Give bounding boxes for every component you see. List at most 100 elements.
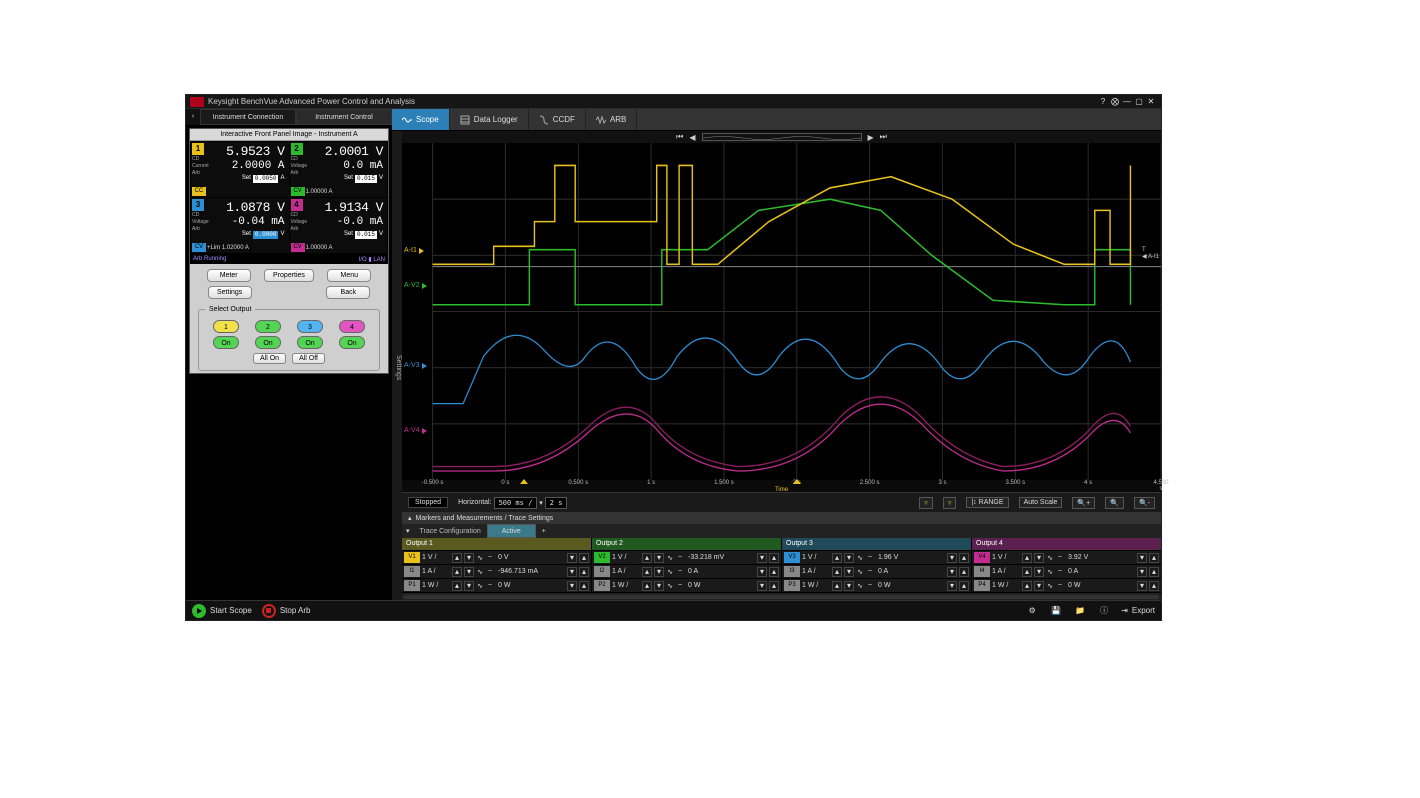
- trace-tag[interactable]: P4: [974, 580, 990, 591]
- horizontal-scale[interactable]: 500 ms /: [494, 497, 538, 509]
- scale-up[interactable]: ▴: [832, 553, 842, 563]
- output-on-1[interactable]: On: [213, 336, 239, 349]
- trace-tag[interactable]: P2: [594, 580, 610, 591]
- select-output-1[interactable]: 1: [213, 320, 239, 333]
- select-output-3[interactable]: 3: [297, 320, 323, 333]
- offset-up[interactable]: ▴: [959, 581, 969, 591]
- scale-up[interactable]: ▴: [1022, 581, 1032, 591]
- offset-up[interactable]: ▴: [959, 567, 969, 577]
- scale-down[interactable]: ▾: [464, 581, 474, 591]
- scale-up[interactable]: ▴: [452, 581, 462, 591]
- gear-icon[interactable]: ⚙: [1025, 606, 1039, 615]
- offset-dropdown[interactable]: ▾: [1137, 581, 1147, 591]
- menu-button[interactable]: Menu: [327, 269, 371, 282]
- output-on-2[interactable]: On: [255, 336, 281, 349]
- scale-down[interactable]: ▾: [464, 567, 474, 577]
- mode-tab-scope[interactable]: Scope: [392, 109, 450, 130]
- offset-up[interactable]: ▴: [769, 581, 779, 591]
- add-trace-tab[interactable]: +: [536, 528, 552, 535]
- maximize-button[interactable]: ▢: [1133, 97, 1145, 106]
- lcd-channel-4[interactable]: 4 CD Voltage Arb 1.9134 V -0.0 mA Set 0.…: [290, 198, 388, 253]
- range-button[interactable]: |↕RANGE: [966, 497, 1008, 508]
- zoom-in-button[interactable]: 🔍+: [1072, 497, 1095, 509]
- scale-up[interactable]: ▴: [1022, 553, 1032, 563]
- trace-tag[interactable]: P1: [404, 580, 420, 591]
- settings-window-button[interactable]: ⨂: [1109, 97, 1121, 106]
- time-marker[interactable]: [520, 479, 528, 484]
- scale-up[interactable]: ▴: [642, 567, 652, 577]
- back-button[interactable]: Back: [326, 286, 370, 299]
- lcd-channel-2[interactable]: 2 CD Voltage Arb 2.0001 V 0.0 mA Set 0.0…: [290, 142, 388, 197]
- trace-tag[interactable]: V3: [784, 552, 800, 563]
- close-button[interactable]: ✕: [1145, 97, 1157, 106]
- all-off-button[interactable]: All Off: [292, 353, 325, 364]
- channel-set-input[interactable]: 0.0000: [253, 231, 279, 239]
- trace-tab-active[interactable]: Active: [487, 524, 536, 538]
- offset-up[interactable]: ▴: [579, 553, 589, 563]
- offset-dropdown[interactable]: ▾: [567, 567, 577, 577]
- lcd-channel-1[interactable]: 1 CD Current Arb 5.9523 V 2.0000 A Set 0…: [191, 142, 289, 197]
- offset-up[interactable]: ▴: [579, 581, 589, 591]
- mode-tab-ccdf[interactable]: CCDF: [529, 109, 586, 130]
- mode-tab-logger[interactable]: Data Logger: [450, 109, 529, 130]
- trace-tag[interactable]: V4: [974, 552, 990, 563]
- offset-dropdown[interactable]: ▾: [757, 567, 767, 577]
- offset-dropdown[interactable]: ▾: [1137, 553, 1147, 563]
- offset-dropdown[interactable]: ▾: [757, 581, 767, 591]
- settings-drawer-handle[interactable]: Settings: [392, 131, 402, 600]
- help-button[interactable]: ?: [1097, 97, 1109, 106]
- mode-tab-arb[interactable]: ARB: [586, 109, 637, 130]
- tab-instrument-connection[interactable]: Instrument Connection: [200, 109, 296, 125]
- trace-tag[interactable]: I4: [974, 566, 990, 577]
- scale-up[interactable]: ▴: [452, 567, 462, 577]
- trace-tag[interactable]: V1: [404, 552, 420, 563]
- output-on-4[interactable]: On: [339, 336, 365, 349]
- scale-down[interactable]: ▾: [844, 581, 854, 591]
- offset-up[interactable]: ▴: [959, 553, 969, 563]
- offset-up[interactable]: ▴: [1149, 567, 1159, 577]
- nav-next-button[interactable]: ▶: [868, 133, 874, 142]
- scale-down[interactable]: ▾: [654, 553, 664, 563]
- offset-dropdown[interactable]: ▾: [567, 553, 577, 563]
- export-button[interactable]: ⇥ Export: [1121, 606, 1155, 615]
- offset-dropdown[interactable]: ▾: [757, 553, 767, 563]
- scale-up[interactable]: ▴: [832, 581, 842, 591]
- lcd-channel-3[interactable]: 3 CD Voltage Arb 1.0878 V -0.04 mA Set 0…: [191, 198, 289, 253]
- scale-up[interactable]: ▴: [1022, 567, 1032, 577]
- time-marker[interactable]: [793, 479, 801, 484]
- nav-last-button[interactable]: ⏭: [880, 132, 887, 142]
- offset-up[interactable]: ▴: [579, 567, 589, 577]
- channel-set-input[interactable]: 0.015: [355, 175, 377, 183]
- all-on-button[interactable]: All On: [253, 353, 286, 364]
- select-output-4[interactable]: 4: [339, 320, 365, 333]
- scale-up[interactable]: ▴: [642, 553, 652, 563]
- trace-tag[interactable]: I3: [784, 566, 800, 577]
- scale-down[interactable]: ▾: [654, 581, 664, 591]
- save-icon[interactable]: 💾: [1049, 606, 1063, 615]
- offset-up[interactable]: ▴: [1149, 581, 1159, 591]
- horizontal-scale-dropdown[interactable]: ▾: [539, 499, 543, 507]
- collapse-left-button[interactable]: ‹: [186, 109, 200, 125]
- select-output-2[interactable]: 2: [255, 320, 281, 333]
- scale-down[interactable]: ▾: [1034, 567, 1044, 577]
- trigger-tool-2[interactable]: ▿: [943, 497, 957, 509]
- folder-icon[interactable]: 📁: [1073, 606, 1087, 615]
- nav-prev-button[interactable]: ◀: [689, 133, 695, 142]
- offset-dropdown[interactable]: ▾: [947, 553, 957, 563]
- trigger-tool-1[interactable]: ▿: [919, 497, 933, 509]
- tab-instrument-control[interactable]: Instrument Control: [296, 109, 392, 125]
- scale-down[interactable]: ▾: [1034, 581, 1044, 591]
- output-on-3[interactable]: On: [297, 336, 323, 349]
- autoscale-button[interactable]: Auto Scale: [1019, 497, 1063, 508]
- nav-thumbnail[interactable]: [702, 133, 862, 141]
- scale-up[interactable]: ▴: [642, 581, 652, 591]
- channel-set-input[interactable]: 0.0050: [253, 175, 279, 183]
- start-scope-button[interactable]: Start Scope: [192, 604, 252, 618]
- settings-button[interactable]: Settings: [208, 286, 252, 299]
- offset-dropdown[interactable]: ▾: [567, 581, 577, 591]
- trace-tag[interactable]: P3: [784, 580, 800, 591]
- scale-up[interactable]: ▴: [832, 567, 842, 577]
- channel-set-input[interactable]: 0.015: [355, 231, 377, 239]
- info-icon[interactable]: ⓘ: [1097, 605, 1111, 616]
- offset-up[interactable]: ▴: [769, 567, 779, 577]
